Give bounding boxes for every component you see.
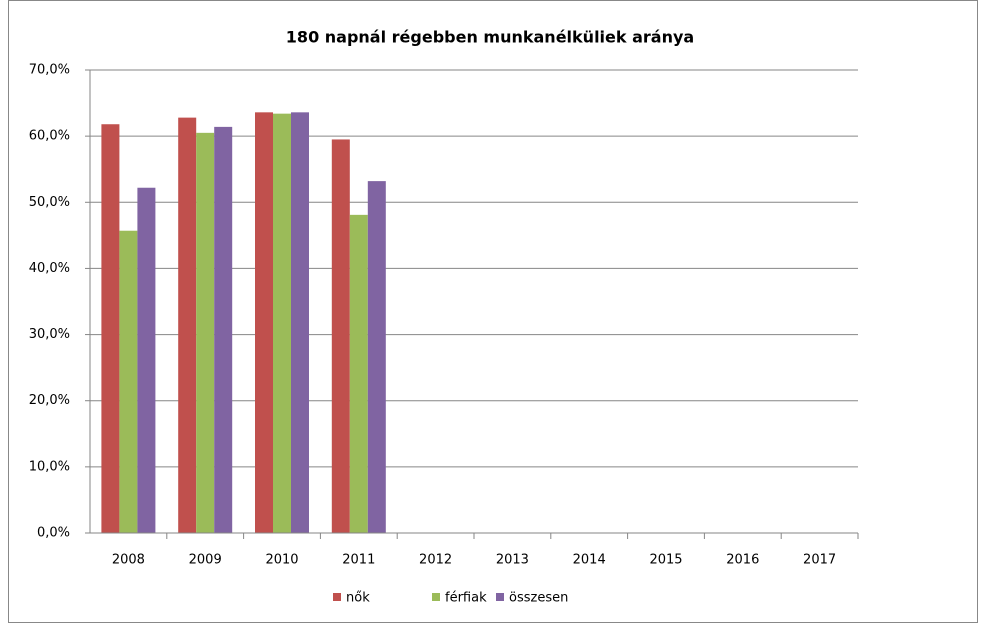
chart-frame xyxy=(8,0,978,623)
x-tick-label: 2011 xyxy=(342,553,375,568)
legend-label: férfiak xyxy=(445,591,487,606)
x-tick-label: 2017 xyxy=(803,553,836,568)
x-tick-label: 2009 xyxy=(189,553,222,568)
bar xyxy=(349,214,368,534)
bar xyxy=(178,117,197,533)
bar xyxy=(119,230,138,533)
y-tick-label: 40,0% xyxy=(29,261,70,276)
x-tick-label: 2013 xyxy=(496,553,529,568)
x-tick-label: 2010 xyxy=(265,553,298,568)
bar xyxy=(331,139,350,533)
bar xyxy=(255,112,273,534)
bar xyxy=(291,112,309,534)
legend-label: nők xyxy=(346,591,370,606)
x-tick-label: 2014 xyxy=(573,553,606,568)
y-tick-label: 60,0% xyxy=(29,129,70,144)
legend-swatch xyxy=(432,593,440,601)
x-tick-label: 2012 xyxy=(419,553,452,568)
y-tick-label: 20,0% xyxy=(29,393,70,408)
y-tick-label: 50,0% xyxy=(29,195,70,210)
legend-label: összesen xyxy=(509,591,568,606)
x-tick-label: 2015 xyxy=(649,553,682,568)
y-tick-label: 70,0% xyxy=(29,63,70,78)
bar xyxy=(137,187,156,533)
y-tick-label: 0,0% xyxy=(37,526,70,541)
legend-swatch xyxy=(333,593,341,601)
chart-title: 180 napnál régebben munkanélküliek arány… xyxy=(286,28,694,47)
bar xyxy=(101,124,120,533)
bar xyxy=(196,132,215,534)
bar xyxy=(214,126,233,533)
x-tick-label: 2016 xyxy=(726,553,759,568)
y-tick-label: 10,0% xyxy=(29,459,70,474)
bar xyxy=(273,113,291,533)
y-tick-label: 30,0% xyxy=(29,327,70,342)
x-tick-label: 2008 xyxy=(112,553,145,568)
bar xyxy=(367,181,386,533)
legend-swatch xyxy=(496,593,504,601)
